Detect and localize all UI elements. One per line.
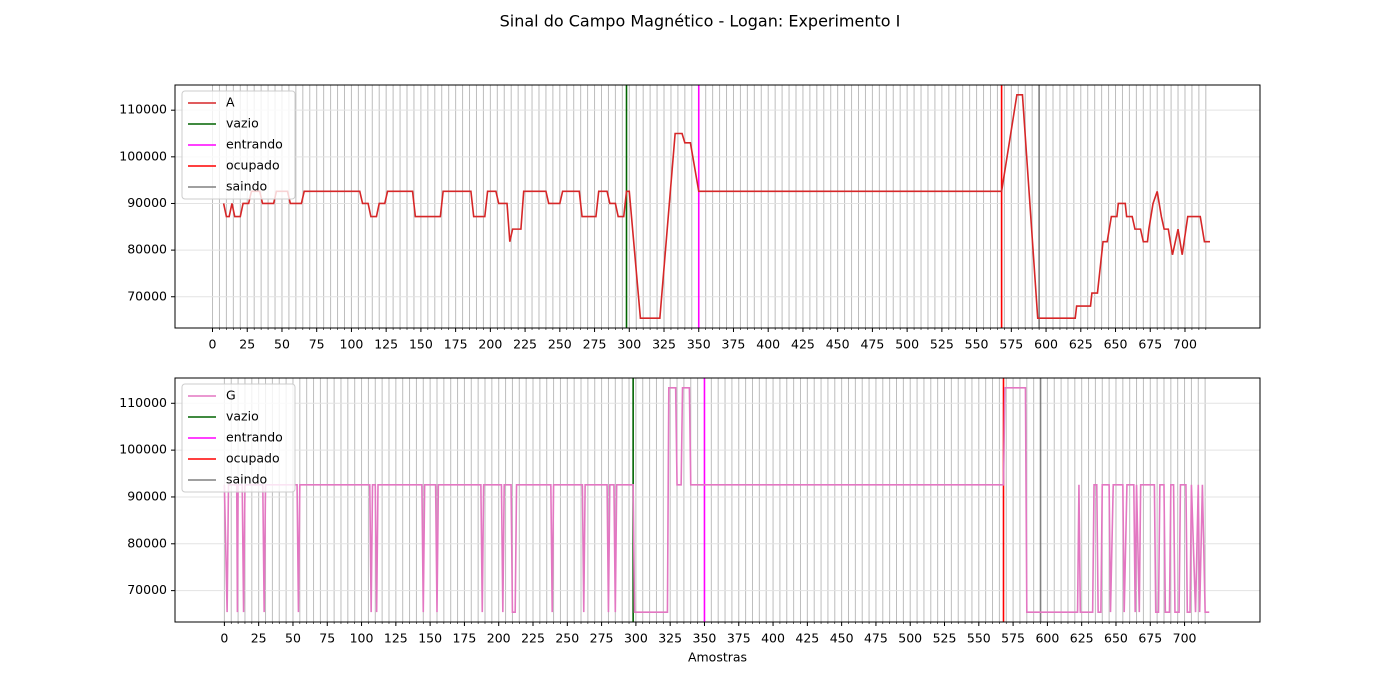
y-tick-label: 90000: [127, 488, 167, 503]
x-tick-label: 250: [548, 337, 572, 352]
y-tick-label: 90000: [127, 195, 167, 210]
x-tick-label: 325: [652, 337, 676, 352]
legend-label: entrando: [226, 137, 283, 152]
x-tick-label: 575: [1001, 631, 1025, 646]
x-tick-label: 600: [1035, 631, 1059, 646]
legend-label: ocupado: [226, 451, 280, 466]
x-tick-label: 0: [209, 337, 217, 352]
x-tick-label: 225: [513, 337, 537, 352]
x-tick-label: 650: [1104, 337, 1128, 352]
x-tick-label: 75: [319, 631, 335, 646]
x-tick-label: 400: [761, 631, 785, 646]
data-line: [222, 93, 1210, 320]
x-tick-label: 325: [658, 631, 682, 646]
x-tick-label: 75: [309, 337, 325, 352]
x-tick-label: 25: [239, 337, 255, 352]
x-tick-label: 50: [274, 337, 290, 352]
x-tick-label: 300: [617, 337, 641, 352]
x-tick-label: 675: [1138, 337, 1162, 352]
x-tick-label: 350: [687, 337, 711, 352]
x-tick-label: 100: [340, 337, 364, 352]
x-tick-label: 425: [791, 337, 815, 352]
x-tick-label: 175: [452, 631, 476, 646]
x-tick-label: 475: [860, 337, 884, 352]
x-tick-label: 450: [826, 337, 850, 352]
x-tick-label: 25: [251, 631, 267, 646]
x-tick-label: 525: [933, 631, 957, 646]
legend-label: G: [226, 388, 236, 403]
x-tick-label: 375: [727, 631, 751, 646]
x-tick-label: 275: [590, 631, 614, 646]
x-tick-label: 250: [555, 631, 579, 646]
x-tick-label: 625: [1070, 631, 1094, 646]
y-tick-label: 80000: [127, 242, 167, 257]
y-tick-label: 110000: [119, 395, 167, 410]
x-axis-label: Amostras: [688, 650, 747, 665]
legend-label: vazio: [226, 116, 259, 131]
x-tick-label: 650: [1104, 631, 1128, 646]
y-tick-label: 70000: [127, 582, 167, 597]
legend-label: A: [226, 95, 235, 110]
x-tick-label: 450: [830, 631, 854, 646]
legend-label: ocupado: [226, 158, 280, 173]
x-tick-label: 600: [1034, 337, 1058, 352]
axes-frame: [174, 377, 1261, 623]
x-tick-label: 125: [374, 337, 398, 352]
y-tick-label: 70000: [127, 288, 167, 303]
x-tick-label: 500: [895, 337, 919, 352]
y-tick-label: 80000: [127, 535, 167, 550]
x-tick-label: 225: [521, 631, 545, 646]
x-tick-label: 700: [1173, 631, 1197, 646]
figure-title: Sinal do Campo Magnético - Logan: Experi…: [500, 12, 901, 31]
y-tick-label: 110000: [119, 102, 167, 117]
x-tick-label: 625: [1069, 337, 1093, 352]
x-tick-label: 375: [722, 337, 746, 352]
x-tick-label: 525: [930, 337, 954, 352]
legend-box: [181, 383, 296, 493]
x-tick-label: 550: [965, 337, 989, 352]
x-tick-label: 200: [487, 631, 511, 646]
x-tick-label: 400: [756, 337, 780, 352]
x-tick-label: 550: [967, 631, 991, 646]
x-tick-label: 125: [384, 631, 408, 646]
legend-label: entrando: [226, 430, 283, 445]
legend-label: saindo: [226, 472, 267, 487]
data-line: [223, 387, 1210, 613]
x-tick-label: 150: [409, 337, 433, 352]
x-tick-label: 500: [898, 631, 922, 646]
x-tick-label: 300: [624, 631, 648, 646]
y-tick-label: 100000: [119, 442, 167, 457]
x-tick-label: 50: [285, 631, 301, 646]
subplot: 70000 80000 90000 100000 110000 0 25 50 75 100 125…: [119, 377, 1261, 665]
x-tick-label: 475: [864, 631, 888, 646]
x-tick-label: 275: [583, 337, 607, 352]
x-tick-label: 575: [999, 337, 1023, 352]
y-tick-label: 100000: [119, 148, 167, 163]
x-tick-label: 150: [418, 631, 442, 646]
legend-label: saindo: [226, 179, 267, 194]
legend-box: [181, 90, 296, 200]
x-tick-label: 0: [220, 631, 228, 646]
x-tick-label: 675: [1138, 631, 1162, 646]
x-tick-label: 200: [478, 337, 502, 352]
x-tick-label: 700: [1173, 337, 1197, 352]
subplot: 70000 80000 90000 100000 110000 0 25 50 75 100 125…: [119, 84, 1261, 352]
x-tick-label: 425: [795, 631, 819, 646]
x-tick-label: 175: [444, 337, 468, 352]
legend-label: vazio: [226, 409, 259, 424]
x-tick-label: 100: [350, 631, 374, 646]
axes-frame: [174, 84, 1261, 329]
x-tick-label: 350: [693, 631, 717, 646]
